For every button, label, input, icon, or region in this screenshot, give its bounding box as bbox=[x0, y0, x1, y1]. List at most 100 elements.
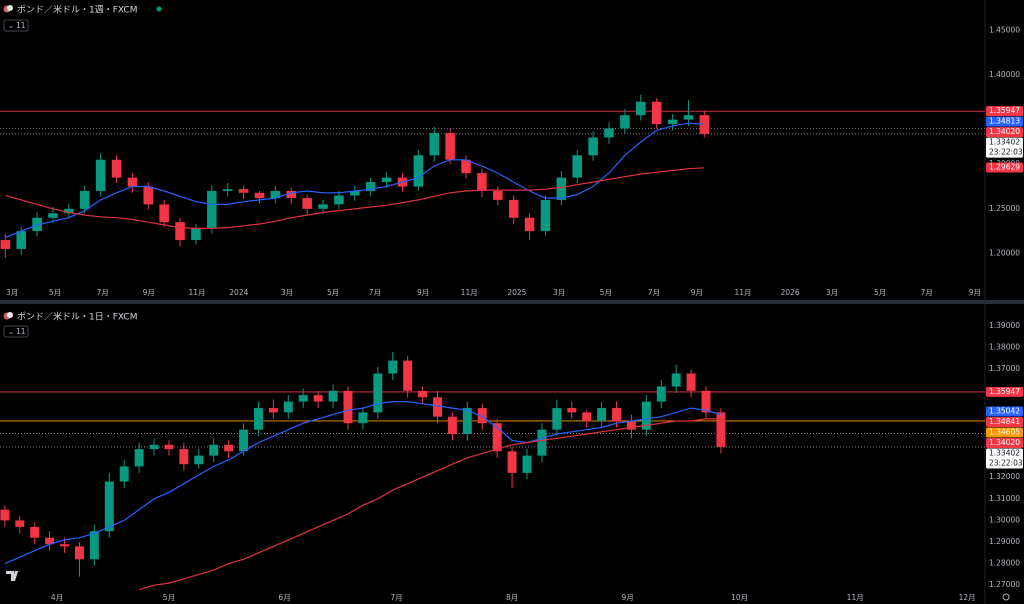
candle-body bbox=[552, 408, 562, 430]
candle bbox=[119, 459, 129, 489]
candle bbox=[238, 185, 249, 200]
x-tick-label: 8月 bbox=[506, 593, 518, 602]
candle-body bbox=[388, 360, 398, 374]
candle bbox=[626, 414, 636, 439]
x-tick-label: 2025 bbox=[507, 288, 526, 297]
candle bbox=[358, 408, 368, 430]
x-tick-label: 11月 bbox=[188, 288, 205, 297]
candle bbox=[418, 386, 428, 404]
candle bbox=[48, 207, 58, 224]
candle bbox=[582, 410, 592, 428]
price-label-text: 1.34020 bbox=[989, 438, 1020, 447]
candle-body bbox=[365, 182, 376, 191]
candle-body bbox=[286, 190, 297, 199]
candle-body bbox=[343, 390, 353, 424]
candle bbox=[552, 399, 562, 437]
candle bbox=[556, 171, 567, 206]
candle bbox=[492, 418, 502, 458]
candle-body bbox=[207, 190, 217, 229]
candle bbox=[30, 522, 40, 545]
candle-body bbox=[461, 159, 471, 174]
candle-body bbox=[507, 451, 517, 473]
candle bbox=[683, 99, 694, 126]
candle-body bbox=[179, 449, 189, 465]
candle-body bbox=[30, 526, 40, 538]
candle-body bbox=[686, 373, 696, 391]
candle-body bbox=[418, 390, 428, 398]
y-tick-label: 1.40000 bbox=[989, 70, 1020, 79]
candle bbox=[524, 213, 535, 241]
candle-body bbox=[604, 128, 614, 138]
price-label-text: 1.34020 bbox=[989, 127, 1020, 136]
x-tick-label: 7月 bbox=[921, 288, 933, 297]
x-tick-label: 7月 bbox=[390, 593, 402, 602]
candle-body bbox=[175, 222, 185, 241]
x-tick-label: 3月 bbox=[826, 288, 838, 297]
price-label bbox=[986, 116, 1023, 127]
candle-body bbox=[194, 455, 204, 465]
candle bbox=[701, 386, 711, 419]
candle-body bbox=[95, 159, 106, 191]
candle-body bbox=[238, 189, 249, 193]
price-label-text: 1.29629 bbox=[989, 163, 1020, 172]
price-label-text: 1.33402 bbox=[989, 448, 1020, 457]
x-tick-label: 5月 bbox=[874, 288, 886, 297]
moving-average bbox=[4, 401, 722, 565]
tv-logo[interactable] bbox=[6, 571, 18, 581]
candle bbox=[429, 126, 440, 162]
candle-body bbox=[683, 115, 694, 120]
candle bbox=[286, 188, 297, 205]
candle bbox=[313, 390, 323, 409]
chart-title: ポンド／米ドル・1週・FXCM bbox=[17, 4, 137, 16]
candle-body bbox=[0, 509, 10, 521]
candle-body bbox=[358, 412, 368, 424]
price-label-text: 1.35947 bbox=[989, 387, 1020, 396]
candle-body bbox=[522, 455, 532, 473]
candle-body bbox=[16, 231, 26, 249]
candle-body bbox=[302, 198, 312, 209]
candle bbox=[164, 440, 174, 456]
candle-body bbox=[239, 429, 249, 452]
candle bbox=[716, 408, 726, 454]
candle bbox=[477, 168, 487, 198]
candle bbox=[0, 505, 10, 527]
price-label bbox=[986, 127, 1023, 138]
candle bbox=[334, 190, 344, 209]
candle-body bbox=[429, 133, 440, 156]
candle bbox=[159, 199, 169, 228]
candle bbox=[604, 122, 614, 144]
candle bbox=[413, 149, 424, 191]
pane-separator[interactable] bbox=[0, 300, 1024, 304]
candle-body bbox=[224, 444, 234, 452]
price-label bbox=[986, 427, 1023, 438]
candle-body bbox=[254, 192, 265, 199]
candle bbox=[127, 173, 138, 193]
candle-body bbox=[79, 190, 90, 209]
x-tick-label: 5月 bbox=[327, 288, 339, 297]
candle bbox=[365, 177, 376, 197]
x-tick-label: 2026 bbox=[781, 288, 800, 297]
y-tick-label: 1.32000 bbox=[989, 472, 1020, 481]
candle-body bbox=[540, 199, 551, 232]
candle-body bbox=[127, 177, 138, 187]
indicator-count: 11 bbox=[16, 21, 26, 30]
candle-body bbox=[582, 412, 592, 422]
candle-body bbox=[318, 204, 328, 209]
candle bbox=[445, 128, 455, 165]
indicator-toggle[interactable] bbox=[3, 19, 29, 32]
x-tick-label: 7月 bbox=[369, 288, 381, 297]
candle bbox=[508, 195, 519, 224]
candle bbox=[89, 524, 99, 566]
x-tick-label: 12月 bbox=[959, 593, 976, 602]
countdown: 23:22:03 bbox=[989, 458, 1023, 467]
candle-body bbox=[313, 395, 323, 402]
settings-icon[interactable] bbox=[1002, 593, 1010, 601]
candle-body bbox=[537, 429, 547, 456]
candle bbox=[179, 442, 189, 471]
indicator-toggle[interactable] bbox=[3, 325, 29, 338]
candle bbox=[191, 223, 201, 245]
candle bbox=[636, 94, 646, 121]
candle bbox=[620, 108, 630, 134]
candle bbox=[686, 369, 696, 398]
